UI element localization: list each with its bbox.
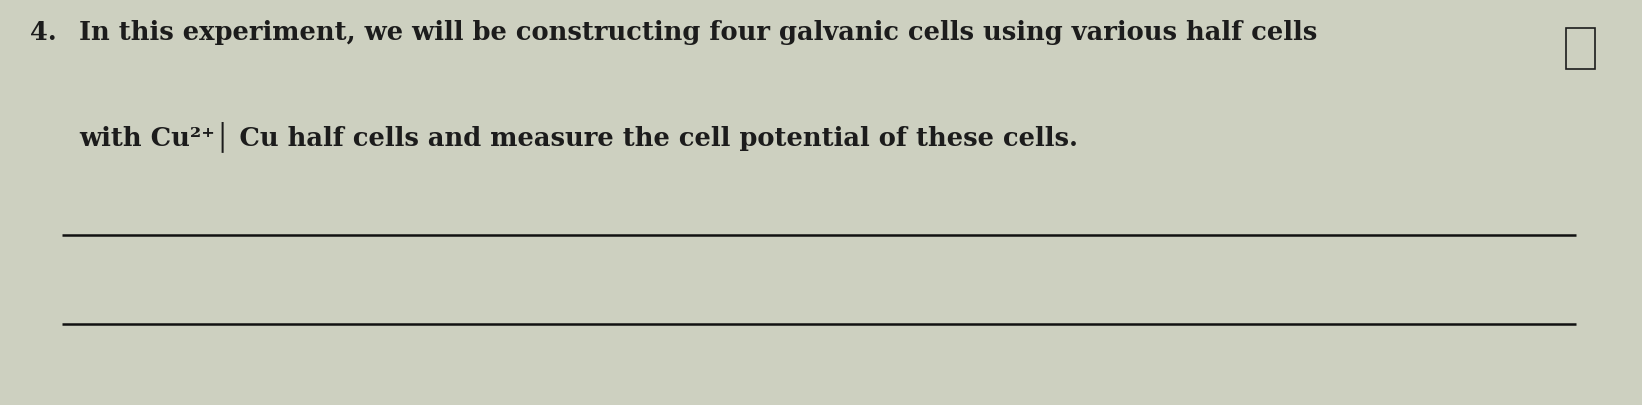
Bar	[1566, 28, 1596, 69]
Text: In this experiment, we will be constructing four galvanic cells using various ha: In this experiment, we will be construct…	[79, 20, 1317, 45]
Text: with Cu²⁺│ Cu half cells and measure the cell potential of these cells.: with Cu²⁺│ Cu half cells and measure the…	[79, 122, 1077, 152]
Text: 4.: 4.	[30, 20, 56, 45]
